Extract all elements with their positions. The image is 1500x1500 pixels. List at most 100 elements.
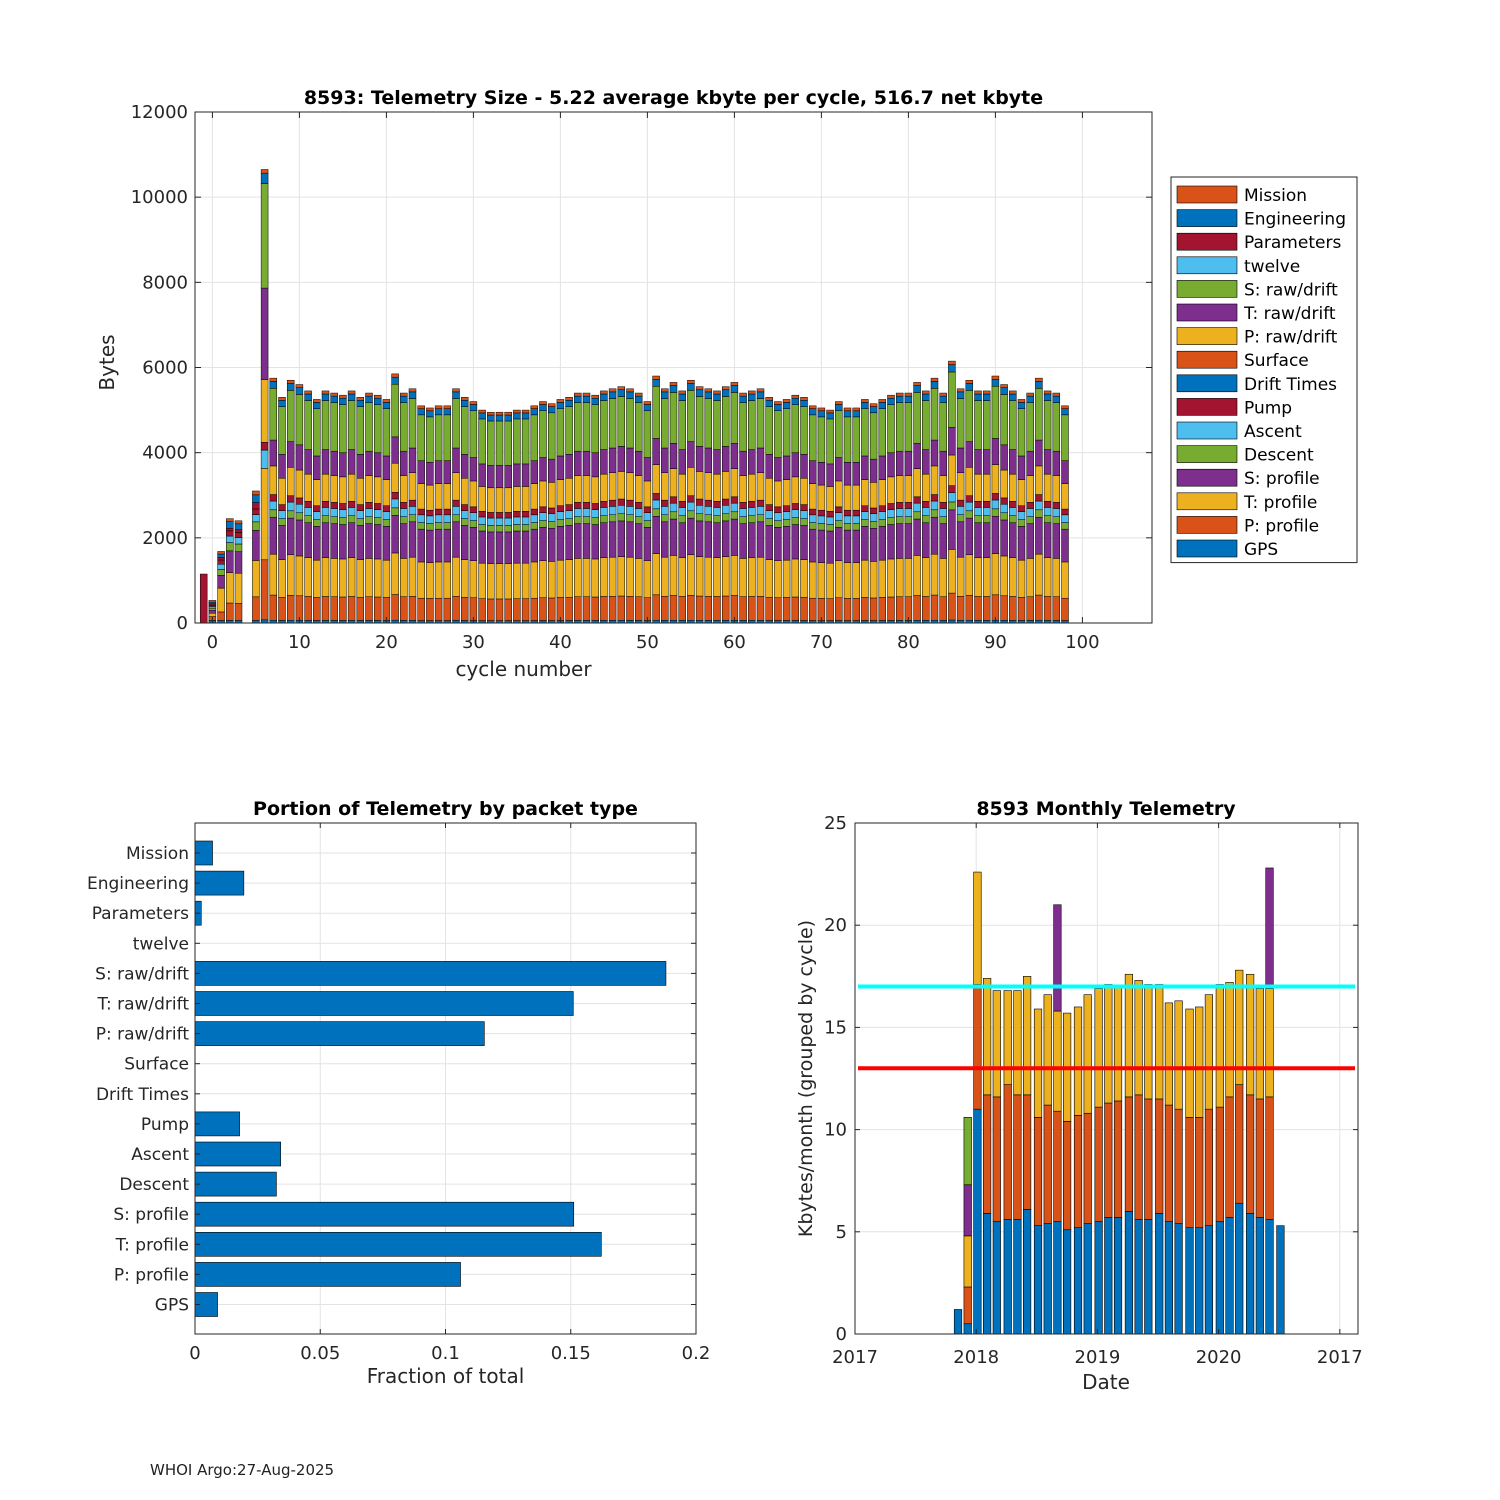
bar-segment-top — [1053, 904, 1062, 1012]
bar-segment-p-profile — [313, 597, 321, 621]
bar-segment-ascent — [260, 449, 269, 469]
bar-segment-s-raw-drift — [591, 404, 599, 454]
bar-segment-mission — [339, 394, 347, 399]
bar-segment-s-profile — [791, 524, 800, 560]
bar-segment-mission — [365, 392, 373, 397]
bar-segment-mission — [382, 399, 391, 403]
bar-segment-s-profile — [861, 526, 869, 561]
bar-segment-upper — [1246, 973, 1255, 1096]
bar-segment-engineering — [408, 391, 417, 399]
bar-segment-parameters — [199, 573, 208, 624]
bar-segment-mission — [1035, 377, 1043, 382]
bar-segment-pump — [808, 508, 817, 516]
bar-segment-t-profile — [286, 554, 295, 596]
bar-segment-mid — [1063, 1121, 1072, 1231]
bar-segment-mission — [426, 407, 434, 412]
bar-segment-descent — [365, 516, 373, 524]
bar-segment-engineering — [1035, 381, 1043, 389]
bar-segment-ascent — [756, 506, 765, 515]
legend-swatch — [1176, 539, 1238, 558]
bar-segment-ascent — [460, 510, 469, 519]
bar-segment-base — [1265, 1219, 1274, 1335]
legend-entry: Drift Times — [1244, 375, 1337, 395]
bar-segment-mid — [1073, 1114, 1083, 1229]
bar-segment-s-profile — [904, 523, 913, 559]
bar-segment-s-raw-drift — [1061, 414, 1069, 461]
bar-segment-mid — [1164, 1104, 1174, 1222]
bar-segment-p-profile — [408, 596, 417, 621]
bar-segment-mission — [556, 399, 565, 403]
bar-segment-s-profile — [878, 526, 887, 561]
bar-segment-ascent — [252, 514, 260, 523]
bar-segment-base — [1215, 1221, 1224, 1335]
bar-segment-t-profile — [391, 552, 399, 595]
bar-segment-base — [1053, 1221, 1062, 1335]
bar-segment-pump — [669, 496, 678, 504]
bar-segment-s-raw-drift — [530, 414, 539, 461]
bar-segment-s-raw-drift — [521, 418, 530, 465]
bar-segment-descent — [1052, 516, 1061, 524]
bar-segment-descent — [713, 515, 721, 523]
bar-segment-t-profile — [817, 562, 826, 599]
bar — [194, 1111, 240, 1137]
bar-segment-s-raw-drift — [347, 400, 356, 450]
bar-segment-p-raw-drift — [417, 483, 425, 510]
bar-segment-engineering — [313, 402, 321, 409]
bar-segment-parameters — [226, 527, 234, 532]
bar-segment-parameters — [217, 557, 225, 561]
bar-segment-t-raw-drift — [313, 455, 321, 480]
bar-segment-mission — [391, 373, 399, 378]
bar-segment-top — [1265, 867, 1274, 989]
y-axis-label: Kbytes/month (grouped by cycle) — [795, 920, 817, 1237]
bar-segment-t-raw-drift — [260, 287, 269, 380]
bar-segment-t-profile — [1026, 558, 1034, 598]
bar-segment-p-raw-drift — [739, 475, 747, 503]
bar-segment-engineering — [304, 393, 312, 401]
bar-segment-s-raw-drift — [661, 398, 669, 449]
bar-segment-ascent — [373, 509, 382, 518]
bar-segment-engineering — [904, 395, 913, 403]
bar-segment-t-raw-drift — [626, 447, 634, 474]
x-tick-label: 2017 — [832, 1347, 878, 1368]
bar-segment-s-profile — [1043, 522, 1052, 559]
bar-segment-p-raw-drift — [426, 484, 434, 511]
bar-segment-t-raw-drift — [939, 450, 947, 476]
bar-segment-t-raw-drift — [539, 457, 547, 482]
bar-segment-descent — [226, 542, 234, 552]
bar-segment-mission — [782, 399, 791, 403]
monthly-telemetry-chart: 0 5 10 15 20 25 2017 2018 2019 2020 2017 8593 Month… — [795, 798, 1363, 1394]
bar-segment-descent — [330, 516, 338, 524]
bar-segment-s-raw-drift — [417, 414, 425, 461]
bar-segment-t-profile — [521, 562, 530, 599]
bar-segment-engineering — [939, 395, 947, 403]
bar-segment-mission — [252, 490, 260, 496]
bar-segment-ascent — [400, 508, 408, 517]
bar-segment-t-raw-drift — [922, 449, 930, 475]
legend-entry: Engineering — [1244, 210, 1346, 230]
bar-segment-s-profile — [808, 528, 817, 563]
bar-segment-pump — [730, 496, 739, 504]
bar-segment-pump — [713, 501, 721, 508]
legend-entry: Mission — [1244, 186, 1307, 206]
bar-segment-t-raw-drift — [948, 427, 956, 456]
bar-segment-t-profile — [1035, 553, 1043, 596]
bar-segment-upper — [1033, 1008, 1043, 1118]
bar-segment-pump — [826, 511, 834, 518]
bar-segment-s-raw-drift — [547, 412, 556, 460]
bar-segment-descent — [817, 523, 826, 531]
bar-segment-p-raw-drift — [408, 472, 417, 501]
bar-segment-t-profile — [861, 559, 869, 598]
bar-segment-t-profile — [304, 557, 312, 597]
bar-segment-t-raw-drift — [617, 446, 626, 472]
bar-segment-ascent — [365, 508, 373, 517]
bar-segment-ascent — [869, 513, 878, 522]
bar-segment-ascent — [922, 507, 930, 516]
bar-segment-s-profile — [295, 519, 304, 557]
bar-segment-t-profile — [460, 559, 469, 598]
bar-segment-s-profile — [452, 521, 460, 558]
bar-segment-p-profile — [295, 595, 304, 621]
bar-segment-descent — [452, 514, 460, 523]
bar-segment-t-raw-drift — [817, 462, 826, 486]
bar-segment-ascent — [721, 505, 730, 514]
bar-segment-s-raw-drift — [791, 404, 800, 454]
